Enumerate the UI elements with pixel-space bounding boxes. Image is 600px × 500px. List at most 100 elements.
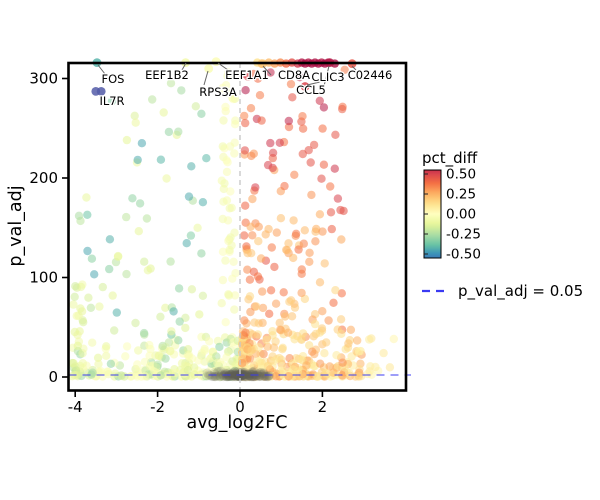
scatter-point [71,282,80,291]
scatter-point [272,228,281,237]
scatter-point [228,274,237,283]
x-tick-label: -2 [150,398,165,416]
scatter-point [169,307,178,316]
scatter-point [223,371,233,381]
scatter-point [108,291,117,300]
scatter-point [174,284,184,293]
scatter-point [283,328,293,337]
axes-layer: -4 -2 0 2 0 100 200 300 [29,70,327,417]
scatter-point [333,194,343,203]
scatter-point [217,176,226,185]
scatter-point [347,352,356,361]
scatter-point [229,371,239,381]
scatter-point [298,124,308,133]
scatter-point [222,369,231,379]
scatter-point [379,348,388,358]
scatter-point [293,367,303,376]
scatter-point [318,124,327,133]
scatter-point [87,254,97,263]
scatter-point [229,371,239,381]
scatter-point [337,329,346,338]
scatter-point [166,257,175,266]
scatter-point [146,344,155,354]
scatter-point [187,285,197,294]
scatter-point [181,323,190,333]
y-tick-label: 300 [29,70,58,88]
scatter-point [244,295,253,304]
scatter-point [215,372,225,382]
threshold-legend: p_val_adj = 0.05 [422,282,583,301]
scatter-point [204,371,213,381]
scatter-point [230,370,240,380]
scatter-point [240,146,250,155]
scatter-point [337,289,346,298]
scatter-point [106,359,116,368]
scatter-point [217,369,226,379]
scatter-point [317,324,327,333]
scatter-point [243,249,252,258]
gene-label: FOS [102,72,125,86]
scatter-point [338,104,347,114]
scatter-point [214,366,224,376]
scatter-point [266,286,276,295]
scatter-point [166,346,175,356]
scatter-point [174,336,183,345]
scatter-point [183,366,193,375]
scatter-point [78,349,87,358]
scatter-point [113,252,123,261]
scatter-point [318,307,327,316]
scatter-point [271,372,281,381]
scatter-point [117,371,126,380]
scatter-point [175,317,184,326]
scatter-point [251,371,261,381]
gene-label: CCL5 [296,83,326,97]
scatter-point [216,366,226,376]
scatter-point [167,327,176,336]
leader-line [97,64,106,75]
scatter-point [197,249,206,258]
gene-point [96,87,106,96]
scatter-point [203,371,212,380]
scatter-point [262,372,272,382]
scatter-point [70,327,80,337]
scatter-point [224,371,234,381]
scatter-point [315,210,325,219]
x-tick-label: -4 [68,398,83,416]
gene-point [211,57,221,66]
scatter-point [227,370,236,379]
scatter-point [239,367,248,377]
scatter-point [275,318,284,328]
scatter-point [336,205,345,215]
scatter-point [297,265,306,274]
leader-line [203,70,209,86]
scatter-point [128,194,137,203]
scatter-point [202,154,211,163]
scatter-point [131,118,140,127]
scatter-point [279,288,288,297]
scatter-point [177,86,186,95]
colorbar-tick-label: 0.50 [446,167,476,183]
scatter-point [158,341,167,351]
scatter-point [325,362,334,371]
scatter-point [148,95,157,104]
scatter-point [243,265,252,274]
scatter-point [299,239,308,248]
y-tick-label: 0 [48,368,58,386]
scatter-point [134,227,143,236]
scatter-point [134,346,143,355]
scatter-point [255,371,265,381]
scatter-point [159,108,168,117]
scatter-point [229,257,238,266]
leader-line [323,65,330,87]
scatter-point [319,103,329,112]
scatter-point [70,292,79,301]
scatter-point [243,72,253,81]
scatter-point [127,372,136,381]
scatter-point [247,369,257,379]
scatter-point [133,367,142,377]
scatter-point [224,68,233,77]
scatter-point [331,130,340,139]
scatter-point [248,369,258,379]
scatter-point [216,370,226,380]
scatter-point [110,326,119,335]
